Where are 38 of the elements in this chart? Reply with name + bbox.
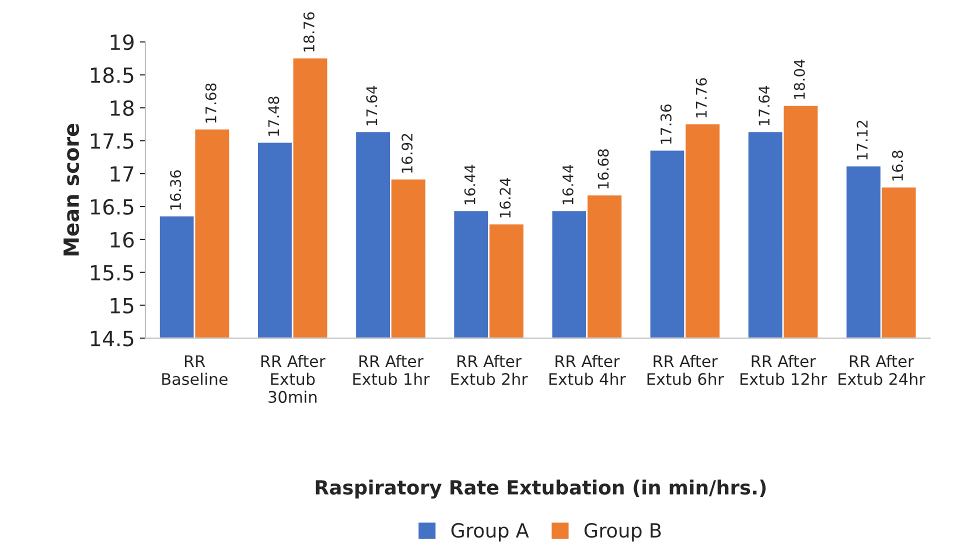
data-label: 17.48 xyxy=(268,96,280,136)
data-label: 17.64 xyxy=(366,86,378,126)
x-tick-label: RR Baseline xyxy=(162,355,228,386)
x-tick-label: RR After Extub 24hr xyxy=(838,354,926,386)
legend-label: Group A xyxy=(451,523,529,542)
x-tick-label: RR After Extub 6hr xyxy=(648,354,724,386)
data-label: 17.76 xyxy=(696,78,707,118)
data-label: 16.44 xyxy=(464,164,476,204)
y-tick-label: 17.5 xyxy=(90,133,134,149)
y-tick-label: 15.5 xyxy=(90,265,134,281)
data-label: 16.36 xyxy=(170,170,182,210)
x-tick-label: RR After Extub 2hr xyxy=(451,354,528,386)
legend-label: Group B xyxy=(584,523,661,542)
data-label: 18.76 xyxy=(303,12,314,52)
data-label: 16.44 xyxy=(562,164,574,204)
data-label: 16.68 xyxy=(598,149,609,188)
x-tick-label: RR After Extub 1hr xyxy=(353,354,430,386)
data-label: 17.36 xyxy=(660,104,672,144)
y-tick-label: 18.5 xyxy=(90,67,134,84)
data-label: 18.04 xyxy=(794,60,805,99)
data-label: 17.12 xyxy=(856,120,868,160)
x-tick-label: RR After Extub 4hr xyxy=(549,354,626,386)
data-label: 17.68 xyxy=(205,83,216,123)
y-tick-label: 15 xyxy=(110,298,134,314)
y-tick-label: 18 xyxy=(110,100,134,116)
y-tick-label: 17 xyxy=(110,166,134,182)
data-label: 16.24 xyxy=(500,178,511,218)
y-axis-title: Mean score xyxy=(64,124,80,256)
x-axis-title: Raspiratory Rate Extubation (in min/hrs.) xyxy=(316,480,766,499)
data-label: 16.92 xyxy=(402,134,413,173)
y-tick-label: 14.5 xyxy=(90,330,134,346)
y-tick-label: 16.5 xyxy=(90,198,134,215)
x-tick-label: RR After Extub 30min xyxy=(261,354,326,403)
x-tick-label: RR After Extub 12hr xyxy=(740,354,828,386)
data-label: 17.64 xyxy=(758,86,770,126)
data-label: 16.8 xyxy=(892,150,904,181)
y-tick-label: 16 xyxy=(110,232,134,248)
y-tick-label: 19 xyxy=(110,34,134,50)
